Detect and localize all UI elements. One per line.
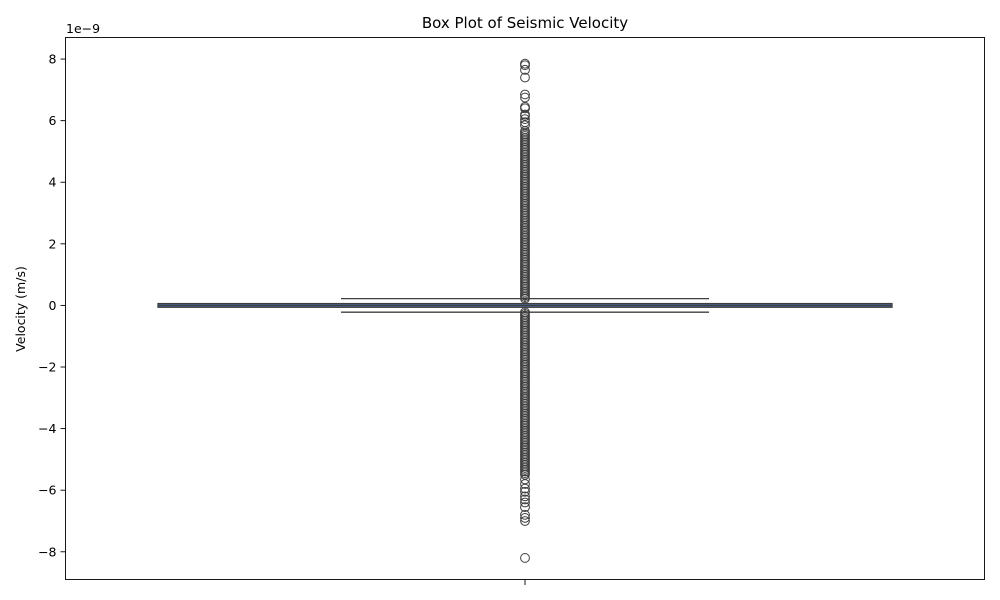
plot-area xyxy=(157,58,893,563)
outlier-point xyxy=(520,497,530,508)
y-tick-label: −8 xyxy=(38,544,56,559)
y-tick-label: 4 xyxy=(49,175,57,190)
chart-title: Box Plot of Seismic Velocity xyxy=(422,14,628,32)
y-tick-label: 2 xyxy=(49,236,57,251)
plot-frame xyxy=(65,37,985,580)
outlier-point xyxy=(520,516,530,526)
outlier-point xyxy=(520,120,530,131)
outlier-point xyxy=(520,486,530,497)
outlier-point xyxy=(520,502,530,513)
outlier-point xyxy=(520,60,530,71)
outlier-point xyxy=(520,114,530,125)
outlier-point xyxy=(520,509,530,520)
y-tick-label: 8 xyxy=(49,52,57,67)
y-tick-label: 6 xyxy=(49,113,57,128)
outlier-point xyxy=(520,89,530,100)
outlier-point xyxy=(520,483,530,494)
outlier-point xyxy=(520,72,530,83)
outlier-point xyxy=(520,479,530,489)
y-tick-label: −6 xyxy=(38,483,56,498)
outlier-point xyxy=(520,494,530,505)
outlier-point xyxy=(520,513,530,523)
y-axis-offset-label: 1e−9 xyxy=(66,21,100,36)
y-tick-label: −4 xyxy=(38,421,56,436)
y-tick-label: −2 xyxy=(38,360,56,375)
outlier-point xyxy=(520,553,530,563)
outlier-point xyxy=(520,103,530,114)
outlier-point xyxy=(520,64,530,75)
y-tick-label: 0 xyxy=(49,298,57,313)
y-axis: −8 −6 −4 −2 0 2 4 6 8 xyxy=(38,52,66,559)
y-axis-label: Velocity (m/s) xyxy=(13,266,28,352)
outlier-point xyxy=(520,307,530,318)
outlier-point xyxy=(520,117,530,128)
outlier-point xyxy=(520,491,530,502)
